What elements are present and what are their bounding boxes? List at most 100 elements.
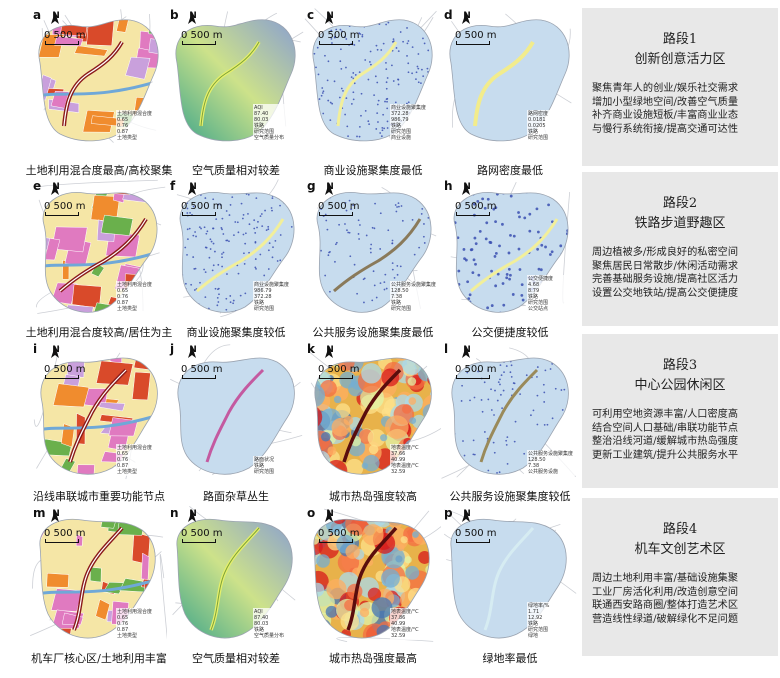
scale-bar: 0 500 m — [318, 30, 360, 45]
legend-entry: 铁路 — [391, 300, 402, 306]
map-legend: 公共服务设施聚集度 128.50 7.38 铁路 研究范围 — [390, 281, 438, 313]
segment-theme: 创新创意活力区 — [634, 52, 726, 67]
panel-caption: 绿地率最低 — [482, 652, 538, 665]
legend-entry: 公共服务设施 — [528, 469, 559, 475]
scale-bar: 0 500 m — [181, 528, 223, 543]
legend-entry: 1.71 — [528, 609, 540, 615]
segment-description-line: 更新工业建筑/提升公共服务水平 — [592, 449, 739, 461]
legend-entry: 土地利用混合度 — [117, 111, 153, 117]
legend-entry: 128.50 — [528, 457, 546, 463]
legend-entry: 0.0181 — [528, 117, 546, 123]
panel-caption: 公共服务设施聚集度最低 — [312, 326, 434, 339]
legend-entry: 986.79 — [391, 117, 409, 123]
scale-bar: 0 500 m — [44, 364, 86, 379]
legend-entry: 公共服务设施聚集度 — [528, 451, 574, 457]
scale-label: 0 500 m — [455, 528, 497, 539]
north-arrow-icon: N — [461, 12, 473, 34]
panel-letter: e — [33, 179, 42, 193]
map-legend: 绿地率/% 1.71 12.92 铁路 研究范围 绿地 — [527, 602, 575, 640]
legend-entry: 研究范围 — [528, 300, 549, 306]
segment-box-3: 路段3 中心公园休闲区 可利用空地资源丰富/人口密度高 结合空间人口基础/串联功能节点… — [582, 334, 778, 488]
legend-entry: 地表温度/°C — [391, 627, 419, 633]
map-legend: 土地利用混合度 0.65 0.76 0.87 土地类型 — [116, 608, 164, 640]
panel-caption: 商业设施聚集度较低 — [186, 326, 286, 339]
map-legend: AQI 87.40 80.03 铁路 空气质量分布 — [253, 608, 301, 640]
segment-name: 路段1 — [662, 32, 698, 47]
panel-letter: k — [307, 342, 315, 356]
segment-description-line: 可利用空地资源丰富/人口密度高 — [592, 409, 739, 420]
panel-caption: 路面杂草丛生 — [203, 490, 269, 503]
panel-letter: p — [444, 506, 453, 520]
scale-bar: 0 500 m — [455, 30, 497, 45]
legend-entry: 铁路 — [528, 129, 539, 135]
legend-entry: 空气质量分布 — [254, 135, 285, 141]
segment-description-line: 结合空间人口基础/串联功能节点 — [592, 422, 739, 434]
north-arrow-icon: N — [324, 12, 336, 34]
map-legend: 地表温度/°C 37.86 40.99 地表温度/°C 32.59 — [390, 608, 438, 640]
map-graphic — [170, 344, 303, 476]
legend-entry: 土地类型 — [117, 306, 138, 312]
legend-entry: 0.65 — [117, 117, 129, 123]
scale-label: 0 500 m — [455, 201, 497, 212]
segment-description-line: 补齐商业设施短板/丰富商业业态 — [592, 110, 739, 121]
legend-entry: 0.87 — [117, 463, 129, 469]
scale-bar: 0 500 m — [44, 528, 86, 543]
panel-letter: h — [444, 179, 453, 193]
north-arrow-icon: N — [324, 346, 336, 368]
north-arrow-icon: N — [324, 510, 336, 532]
map-legend: 商业设施聚集度 986.79 372.28 铁路 研究范围 — [253, 281, 301, 313]
legend-entry: 0.76 — [117, 457, 129, 463]
panel-caption: 商业设施聚集度最低 — [323, 164, 423, 177]
legend-entry: 37.86 — [391, 615, 406, 621]
panel-letter: f — [170, 179, 176, 193]
segment-description-line: 完善基础服务设施/提高社区活力 — [592, 274, 739, 285]
scale-label: 0 500 m — [318, 30, 360, 41]
legend-entry: 商业设施聚集度 — [254, 282, 290, 288]
scale-label: 0 500 m — [44, 364, 86, 375]
legend-entry: 研究范围 — [254, 469, 275, 475]
legend-entry: 研究范围 — [254, 306, 275, 312]
segment-description-line: 聚焦青年人的创业/娱乐社交需求 — [592, 83, 739, 94]
segment-box-2: 路段2 铁路步道野趣区 周边植被多/形成良好的私密空间 聚焦居民日常散步/休闲活动需求… — [582, 172, 778, 326]
panel-letter: i — [33, 342, 38, 356]
segment-description-line: 整治沿线河道/缓解城市热岛强度 — [592, 436, 739, 447]
map-legend: 路面状况 铁路 研究范围 — [253, 456, 301, 476]
legend-entry: 绿地率/% — [528, 603, 550, 609]
legend-entry: 绿地 — [528, 633, 539, 639]
legend-entry: 80.03 — [254, 621, 269, 627]
map-legend: 公共服务设施聚集度 128.50 7.38 公共服务设施 — [527, 450, 575, 476]
legend-entry: 37.66 — [391, 451, 406, 457]
scale-label: 0 500 m — [44, 201, 86, 212]
north-arrow-icon: N — [324, 183, 336, 205]
legend-entry: 0.65 — [117, 615, 129, 621]
scale-label: 0 500 m — [44, 528, 86, 539]
segment-description-line: 与慢行系统衔接/提高交通可达性 — [592, 123, 739, 135]
legend-entry: 8.79 — [528, 288, 540, 294]
scale-bar: 0 500 m — [455, 364, 497, 379]
legend-entry: 32.59 — [391, 633, 406, 639]
segment-description-line: 周边土地利用丰富/基础设施集聚 — [592, 573, 739, 584]
north-arrow-icon: N — [461, 510, 473, 532]
legend-entry: 0.87 — [117, 300, 129, 306]
north-arrow-icon: N — [50, 346, 62, 368]
north-arrow-icon: N — [187, 510, 199, 532]
legend-entry: 地表温度/°C — [391, 609, 419, 615]
segment-box-1: 路段1 创新创意活力区聚焦青年人的创业/娱乐社交需求 增加小型绿地空间/改善空气质量… — [582, 8, 778, 166]
panel-letter: o — [307, 506, 316, 520]
map-legend: 土地利用混合度 0.65 0.76 0.87 土地类型 — [116, 281, 164, 313]
legend-entry: 0.76 — [117, 123, 129, 129]
legend-entry: AQI — [254, 105, 263, 111]
scale-label: 0 500 m — [181, 30, 223, 41]
panel-caption: 土地利用混合度最高/高校聚集 — [25, 164, 173, 177]
legend-entry: 7.38 — [528, 463, 540, 469]
panel-caption: 公交便捷度较低 — [471, 326, 549, 339]
scale-label: 0 500 m — [181, 528, 223, 539]
legend-entry: 0.65 — [117, 288, 129, 294]
legend-entry: 商业设施聚集度 — [391, 105, 427, 111]
segment-description-line: 增加小型绿地空间/改善空气质量 — [592, 96, 739, 108]
